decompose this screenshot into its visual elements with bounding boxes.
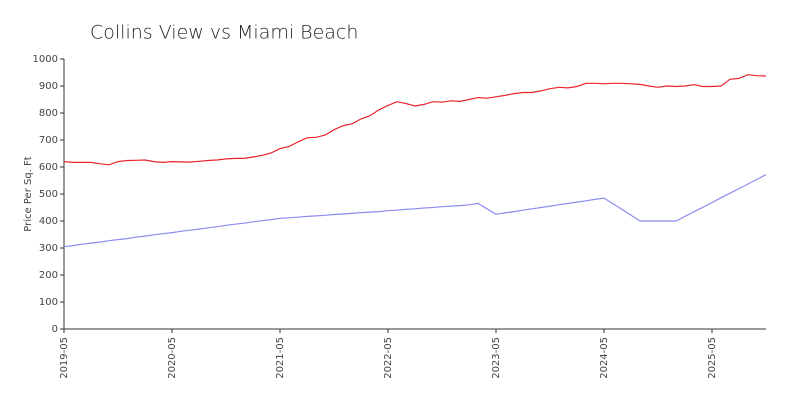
y-tick-label: 500 bbox=[39, 189, 58, 200]
x-tick-label: 2025-05 bbox=[707, 337, 718, 379]
y-tick-label: 800 bbox=[39, 108, 58, 119]
x-tick-label: 2022-05 bbox=[383, 337, 394, 379]
y-tick-label: 200 bbox=[39, 270, 58, 281]
y-tick-label: 100 bbox=[39, 297, 58, 308]
y-tick-label: 600 bbox=[39, 162, 58, 173]
y-tick-label: 1000 bbox=[33, 54, 58, 65]
y-axis-label: Price Per Sq. Ft bbox=[23, 156, 34, 231]
y-tick-label: 0 bbox=[52, 324, 58, 335]
x-tick-label: 2021-05 bbox=[275, 337, 286, 379]
x-tick-label: 2019-05 bbox=[59, 337, 70, 379]
y-tick-label: 700 bbox=[39, 135, 58, 146]
x-tick-label: 2020-05 bbox=[167, 337, 178, 379]
series-line bbox=[63, 174, 767, 248]
chart-title: Collins View vs Miami Beach bbox=[90, 22, 358, 44]
y-tick-label: 900 bbox=[39, 81, 58, 92]
series-line bbox=[63, 74, 767, 166]
y-tick-label: 400 bbox=[39, 216, 58, 227]
x-tick-label: 2024-05 bbox=[599, 337, 610, 379]
x-tick-label: 2023-05 bbox=[491, 337, 502, 379]
y-tick-label: 300 bbox=[39, 243, 58, 254]
